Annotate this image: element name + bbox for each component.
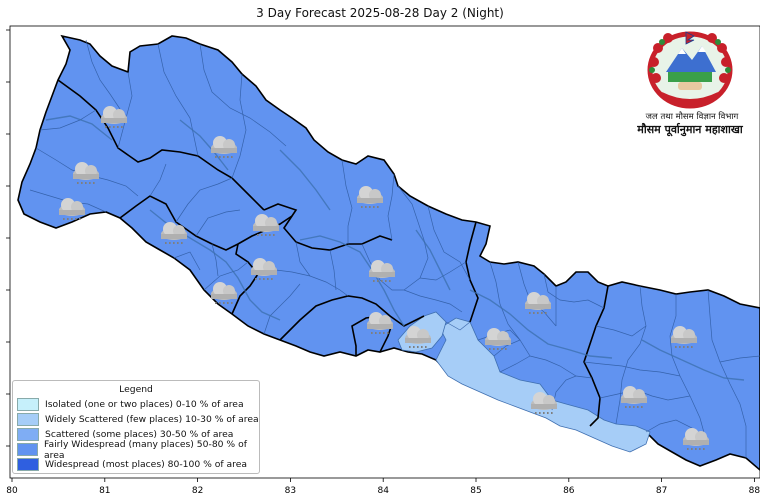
- nepal-emblem-icon: [647, 31, 733, 109]
- legend-item: Widespread (most places) 80-100 % of are…: [13, 457, 259, 472]
- legend-item: Scattered (some places) 30-50 % of area: [13, 427, 259, 442]
- legend-title: Legend: [119, 384, 153, 395]
- y-axis-ticks: [6, 29, 10, 447]
- legend-swatch: [17, 458, 39, 471]
- legend-swatch: [17, 398, 39, 411]
- legend-item: Isolated (one or two places) 0-10 % of a…: [13, 397, 259, 412]
- x-axis: 80 81 82 83 84 85 86 87 88: [6, 478, 760, 496]
- legend-label: Widely Scattered (few places) 10-30 % of…: [45, 414, 259, 425]
- x-tick-label: 80: [6, 486, 18, 496]
- x-tick-label: 87: [656, 486, 667, 496]
- plot-frame: [9, 25, 760, 479]
- x-tick-label: 82: [192, 486, 203, 496]
- x-tick-label: 88: [749, 486, 760, 496]
- legend-swatch: [17, 413, 39, 426]
- legend-label: Isolated (one or two places) 0-10 % of a…: [45, 399, 244, 410]
- x-tick-label: 85: [470, 486, 481, 496]
- legend-item: Widely Scattered (few places) 10-30 % of…: [13, 412, 259, 427]
- legend-swatch: [17, 428, 39, 441]
- legend-item: Fairly Widespread (many places) 50-80 % …: [13, 439, 259, 461]
- nepal-region: [17, 34, 760, 472]
- x-tick-label: 84: [377, 486, 389, 496]
- map-title: 3 Day Forecast 2025-08-28 Day 2 (Night): [256, 6, 504, 20]
- x-tick-label: 83: [285, 486, 296, 496]
- division-name: मौसम पूर्वानुमान महाशाखा: [637, 123, 743, 136]
- department-name: जल तथा मौसम विज्ञान विभाग: [645, 112, 739, 122]
- legend-label: Fairly Widespread (many places) 50-80 % …: [44, 438, 247, 461]
- legend-label: Scattered (some places) 30-50 % of area: [45, 429, 234, 440]
- legend-swatch: [17, 443, 38, 456]
- x-tick-label: 86: [563, 486, 575, 496]
- x-tick-label: 81: [99, 486, 110, 496]
- legend: Legend Isolated (one or two places) 0-10…: [12, 380, 260, 474]
- legend-label: Widespread (most places) 80-100 % of are…: [45, 459, 247, 470]
